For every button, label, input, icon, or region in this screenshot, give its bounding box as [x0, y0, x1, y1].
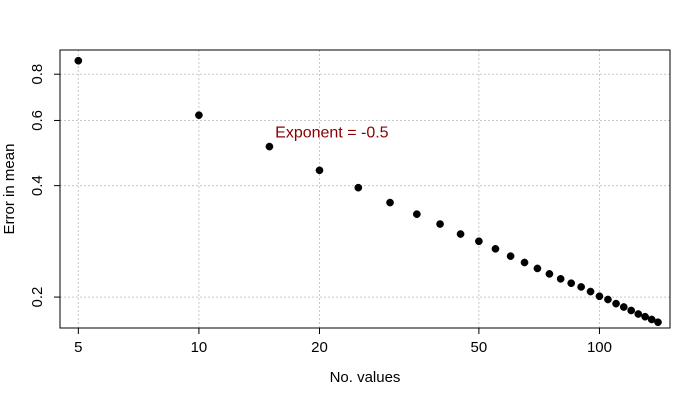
data-point — [315, 166, 324, 175]
data-point — [619, 303, 628, 311]
data-point — [641, 312, 649, 321]
data-point — [647, 315, 656, 324]
y-tick-label: 0.8 — [29, 64, 46, 85]
data-point — [586, 287, 595, 296]
data-point — [195, 111, 203, 120]
data-point — [456, 230, 465, 238]
plot-frame — [59, 49, 671, 329]
data-point — [475, 237, 483, 246]
data-point — [265, 142, 274, 151]
data-point — [595, 292, 604, 301]
data-point — [604, 295, 612, 304]
data-point — [354, 183, 363, 192]
y-axis-title: Error in mean — [1, 144, 18, 235]
data-point — [520, 258, 529, 267]
y-tick-label: 0.4 — [29, 175, 46, 196]
exponent-annotation: Exponent = -0.5 — [275, 125, 389, 142]
data-point — [545, 270, 554, 278]
data-point — [506, 252, 515, 260]
data-point — [577, 283, 585, 291]
data-point — [634, 310, 643, 318]
y-axis: 0.2 0.4 0.6 0.8 — [29, 64, 60, 308]
x-tick-label: 50 — [471, 339, 488, 356]
data-point — [612, 299, 620, 308]
data-point — [491, 244, 500, 253]
grid — [60, 50, 670, 328]
data-point — [74, 56, 83, 65]
data-points — [74, 56, 662, 327]
data-point — [436, 220, 444, 228]
data-point — [533, 264, 542, 273]
data-point — [567, 279, 576, 288]
x-tick-label: 10 — [191, 339, 208, 356]
data-point — [654, 318, 662, 327]
x-tick-label: 20 — [311, 339, 328, 356]
x-tick-label: 100 — [587, 339, 612, 356]
x-axis-title: No. values — [330, 369, 401, 386]
x-tick-label: 5 — [74, 339, 82, 356]
data-point — [627, 306, 636, 315]
data-point — [386, 198, 394, 207]
x-axis: 5 10 20 50 100 — [74, 328, 612, 356]
y-tick-label: 0.6 — [29, 110, 46, 131]
y-tick-label: 0.2 — [29, 287, 46, 308]
data-point — [556, 275, 565, 283]
data-point — [412, 210, 421, 218]
